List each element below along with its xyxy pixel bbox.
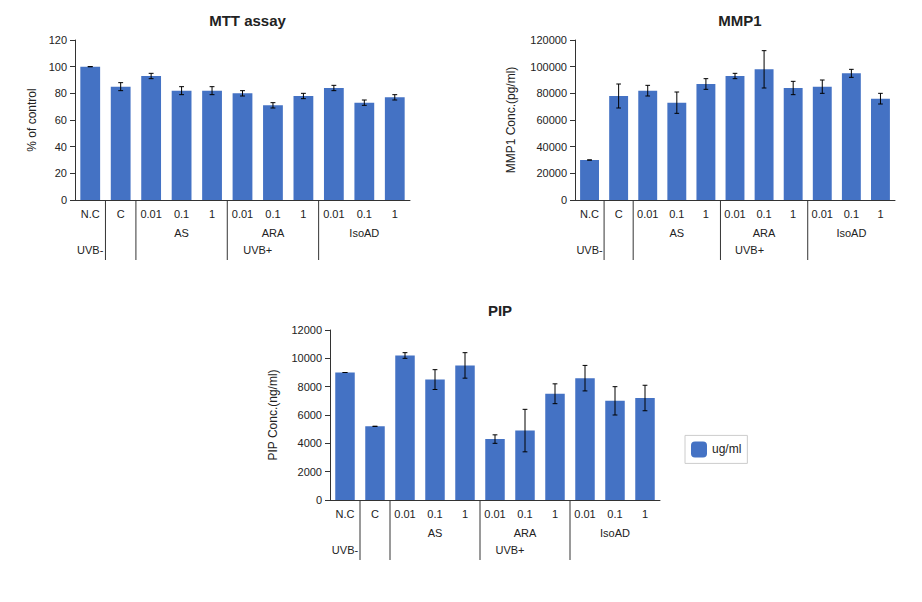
svg-text:60: 60 [55, 114, 67, 126]
svg-text:0: 0 [316, 494, 322, 506]
svg-text:C: C [117, 208, 125, 220]
svg-text:8000: 8000 [298, 381, 322, 393]
svg-text:80000: 80000 [536, 87, 567, 99]
svg-text:2000: 2000 [298, 466, 322, 478]
svg-text:0.01: 0.01 [484, 508, 505, 520]
svg-text:0.1: 0.1 [174, 208, 189, 220]
svg-text:0.1: 0.1 [357, 208, 372, 220]
svg-text:IsoAD: IsoAD [600, 527, 630, 539]
svg-text:1: 1 [300, 208, 306, 220]
svg-text:1: 1 [877, 208, 883, 220]
svg-text:AS: AS [669, 227, 684, 239]
svg-text:20: 20 [55, 167, 67, 179]
svg-text:0.01: 0.01 [812, 208, 833, 220]
svg-text:100000: 100000 [530, 61, 567, 73]
svg-text:ARA: ARA [753, 227, 776, 239]
svg-text:1: 1 [642, 508, 648, 520]
svg-text:UVB+: UVB+ [243, 244, 272, 256]
svg-text:0.1: 0.1 [756, 208, 771, 220]
svg-text:UVB-: UVB- [576, 244, 603, 256]
svg-text:N.C: N.C [580, 208, 599, 220]
svg-text:120: 120 [49, 34, 67, 46]
svg-text:80: 80 [55, 87, 67, 99]
svg-text:MMP1: MMP1 [718, 12, 761, 29]
svg-text:UVB+: UVB+ [735, 244, 764, 256]
svg-text:UVB+: UVB+ [495, 544, 524, 556]
svg-text:0.1: 0.1 [517, 508, 532, 520]
svg-text:12000: 12000 [291, 324, 322, 336]
svg-text:1: 1 [703, 208, 709, 220]
svg-text:0.01: 0.01 [323, 208, 344, 220]
svg-text:1: 1 [392, 208, 398, 220]
svg-text:1: 1 [552, 508, 558, 520]
svg-text:C: C [615, 208, 623, 220]
svg-text:1: 1 [790, 208, 796, 220]
svg-text:0.01: 0.01 [394, 508, 415, 520]
svg-text:120000: 120000 [530, 34, 567, 46]
svg-text:1: 1 [462, 508, 468, 520]
svg-text:IsoAD: IsoAD [349, 227, 379, 239]
svg-text:IsoAD: IsoAD [836, 227, 866, 239]
svg-text:0.01: 0.01 [724, 208, 745, 220]
svg-text:0: 0 [61, 194, 67, 206]
svg-text:UVB-: UVB- [77, 244, 104, 256]
svg-text:N.C: N.C [336, 508, 355, 520]
svg-text:UVB-: UVB- [332, 544, 359, 556]
svg-text:C: C [371, 508, 379, 520]
svg-text:% of control: % of control [25, 88, 39, 151]
svg-text:40: 40 [55, 141, 67, 153]
svg-text:MTT assay: MTT assay [209, 12, 286, 29]
svg-text:60000: 60000 [536, 114, 567, 126]
svg-text:MMP1 Conc.(pg/ml): MMP1 Conc.(pg/ml) [504, 67, 518, 174]
svg-text:0.1: 0.1 [265, 208, 280, 220]
svg-text:0.1: 0.1 [607, 508, 622, 520]
svg-text:40000: 40000 [536, 141, 567, 153]
svg-text:ug/ml: ug/ml [712, 442, 741, 456]
svg-text:N.C: N.C [81, 208, 100, 220]
svg-text:0.01: 0.01 [574, 508, 595, 520]
svg-text:6000: 6000 [298, 409, 322, 421]
svg-text:0.01: 0.01 [232, 208, 253, 220]
svg-text:0: 0 [561, 194, 567, 206]
svg-text:ARA: ARA [262, 227, 285, 239]
svg-text:10000: 10000 [291, 352, 322, 364]
svg-text:4000: 4000 [298, 437, 322, 449]
svg-text:0.1: 0.1 [844, 208, 859, 220]
svg-text:PIP Conc.(ng/ml): PIP Conc.(ng/ml) [266, 369, 280, 460]
svg-text:0.1: 0.1 [427, 508, 442, 520]
svg-text:0.01: 0.01 [637, 208, 658, 220]
svg-text:1: 1 [209, 208, 215, 220]
svg-text:0.01: 0.01 [140, 208, 161, 220]
svg-text:ARA: ARA [514, 527, 537, 539]
svg-text:AS: AS [174, 227, 189, 239]
svg-text:100: 100 [49, 61, 67, 73]
svg-text:0.1: 0.1 [669, 208, 684, 220]
svg-text:20000: 20000 [536, 167, 567, 179]
svg-text:PIP: PIP [488, 302, 512, 319]
svg-text:AS: AS [428, 527, 443, 539]
